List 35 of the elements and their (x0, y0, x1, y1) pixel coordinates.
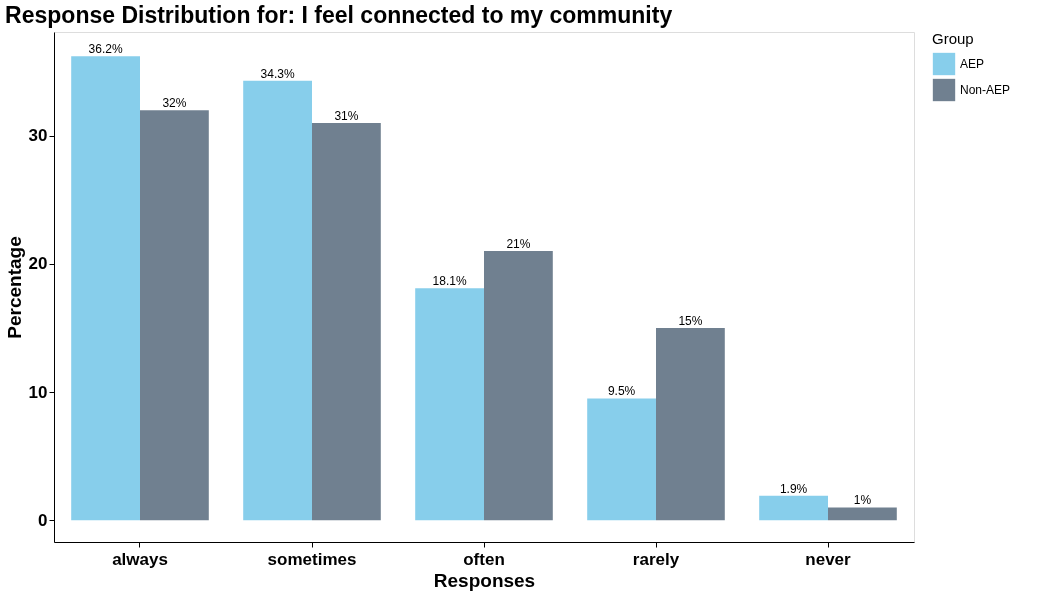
data-label: 32% (162, 96, 187, 111)
legend-label: Non-AEP (960, 83, 1011, 97)
bar (140, 110, 209, 521)
data-label: 1% (853, 493, 872, 508)
x-axis-title: Responses (433, 569, 536, 591)
x-tick-label: sometimes (267, 549, 357, 569)
data-label: 18.1% (432, 274, 467, 289)
data-label: 34.3% (260, 66, 295, 81)
y-tick-label: 0 (38, 510, 48, 530)
x-tick-label: always (112, 549, 168, 569)
y-tick-label: 10 (28, 382, 48, 402)
legend-title: Group (932, 30, 974, 47)
data-label: 21% (506, 237, 531, 252)
x-tick-label: rarely (632, 549, 680, 569)
bar (759, 495, 828, 521)
x-tick-label: never (805, 549, 852, 569)
bar (656, 328, 725, 521)
chart-title: Response Distribution for: I feel connected to my community (5, 2, 673, 28)
y-tick-label: 30 (28, 126, 48, 146)
y-tick-label: 20 (28, 254, 48, 274)
bar (484, 251, 553, 521)
legend-label: AEP (960, 57, 985, 71)
bar (243, 80, 312, 521)
data-label: 9.5% (607, 384, 636, 399)
bar (828, 507, 897, 521)
data-label: 15% (678, 314, 703, 329)
bar (415, 288, 484, 521)
data-label: 36.2% (88, 42, 123, 57)
data-label: 1.9% (779, 481, 808, 496)
data-label: 31% (334, 108, 359, 123)
bar (312, 122, 381, 521)
bar (587, 398, 656, 521)
bar (71, 56, 140, 521)
y-axis-title: Percentage (3, 236, 25, 339)
x-tick-label: often (463, 549, 505, 569)
